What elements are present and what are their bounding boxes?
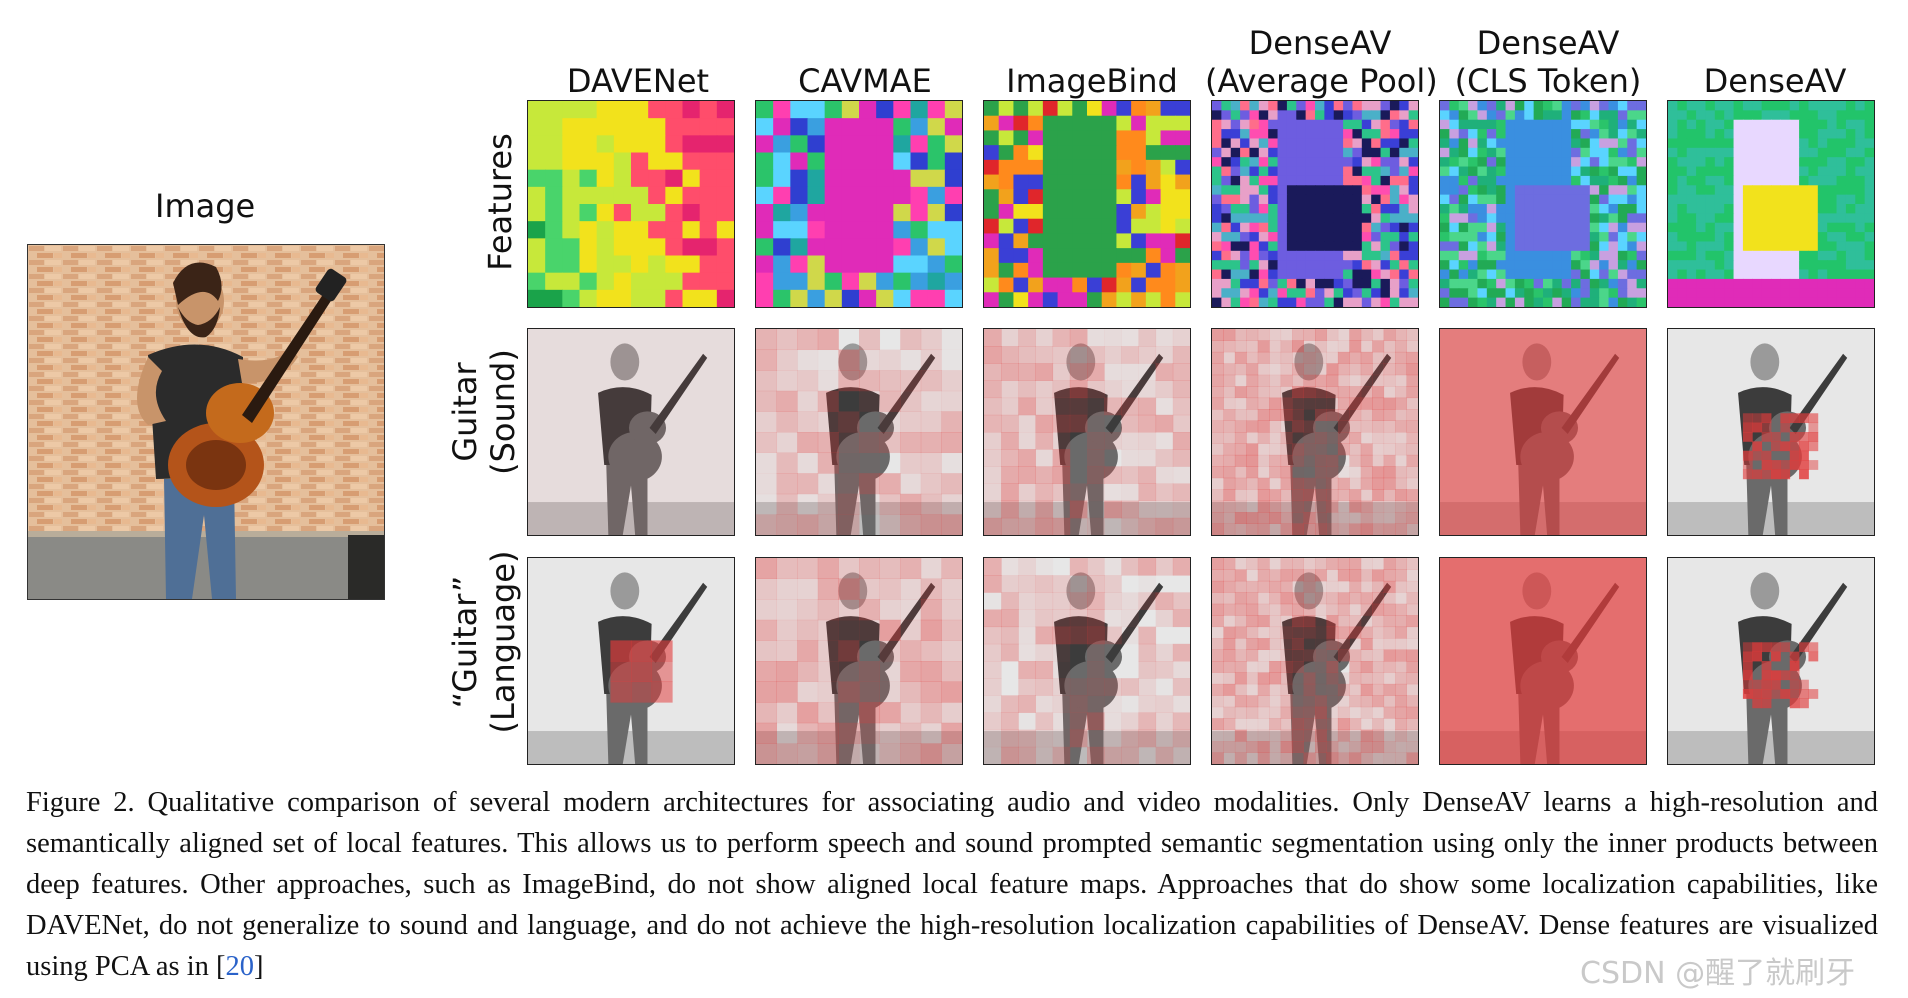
column-header-line2: (Average Pool): [1205, 62, 1438, 100]
figure-caption: Figure 2. Qualitative comparison of seve…: [26, 782, 1878, 987]
column-header-line2: (CLS Token): [1454, 62, 1642, 100]
language-heatmap-denseav: [1667, 557, 1875, 765]
row-label-guitar-sound: Guitar (Sound): [446, 307, 522, 517]
column-header-cavmae: CAVMAE: [750, 14, 980, 100]
caption-text: Figure 2. Qualitative comparison of seve…: [26, 787, 1878, 982]
features-denseav-cls-token: [1439, 100, 1647, 308]
sound-heatmap-denseav: [1667, 328, 1875, 536]
column-header-imagebind: ImageBind: [977, 14, 1207, 100]
column-header-line1: DenseAV: [1476, 24, 1620, 62]
row-label-line1: “Guitar”: [446, 575, 484, 709]
features-imagebind: [983, 100, 1191, 308]
row-label-features: Features: [481, 97, 519, 307]
caption-reference-link[interactable]: 20: [225, 951, 255, 982]
column-header-line1: DenseAV: [1248, 24, 1392, 62]
caption-end: ]: [254, 951, 264, 982]
column-header-denseav-cls-token: DenseAV (CLS Token): [1433, 14, 1663, 100]
row-label-guitar-language: “Guitar” (Language): [446, 537, 522, 747]
column-header-denseav-average-pool: DenseAV (Average Pool): [1205, 14, 1438, 100]
sound-heatmap-cavmae: [755, 328, 963, 536]
row-label-line2: (Language): [484, 550, 522, 734]
guitarist-photo: [27, 244, 385, 600]
language-heatmap-denseav-average-pool: [1211, 557, 1419, 765]
column-header-line1: DAVENet: [566, 62, 710, 100]
column-header-denseav: DenseAV: [1660, 14, 1890, 100]
sound-heatmap-imagebind: [983, 328, 1191, 536]
row-label-line2: (Sound): [484, 349, 522, 475]
language-heatmap-denseav-cls-token: [1439, 557, 1647, 765]
row-label-line1: Guitar: [446, 362, 484, 462]
column-header-line1: DenseAV: [1703, 62, 1847, 100]
sound-heatmap-davenet: [527, 328, 735, 536]
image-title: Image: [155, 187, 256, 225]
column-header-line1: ImageBind: [1006, 62, 1178, 100]
column-header-davenet: DAVENet: [523, 14, 753, 100]
features-davenet: [527, 100, 735, 308]
column-header-line1: CAVMAE: [798, 62, 932, 100]
features-cavmae: [755, 100, 963, 308]
row-label-line1: Features: [481, 133, 519, 271]
language-heatmap-cavmae: [755, 557, 963, 765]
language-heatmap-imagebind: [983, 557, 1191, 765]
features-denseav: [1667, 100, 1875, 308]
watermark: CSDN @醒了就刷牙: [1580, 956, 1856, 991]
sound-heatmap-denseav-cls-token: [1439, 328, 1647, 536]
features-denseav-average-pool: [1211, 100, 1419, 308]
sound-heatmap-denseav-average-pool: [1211, 328, 1419, 536]
language-heatmap-davenet: [527, 557, 735, 765]
